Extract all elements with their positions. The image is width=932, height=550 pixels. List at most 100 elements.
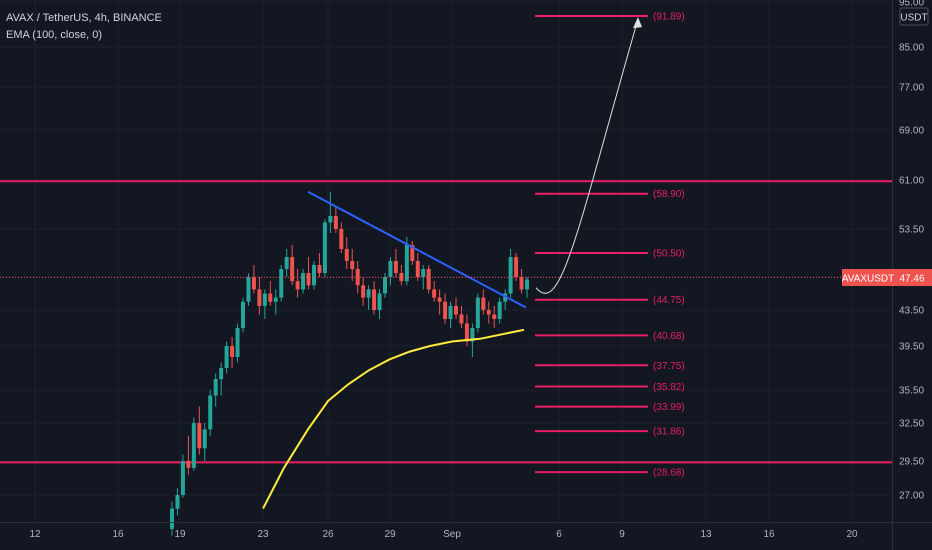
fib-level-label: (91.89) bbox=[653, 11, 685, 22]
price-tick-label: 39.50 bbox=[899, 342, 924, 353]
candle-body bbox=[197, 423, 202, 449]
currency-badge[interactable]: USDT bbox=[899, 7, 929, 26]
candle-body bbox=[328, 215, 333, 223]
price-tick-label: 69.00 bbox=[899, 126, 924, 137]
candle-body bbox=[404, 245, 409, 282]
candles bbox=[170, 191, 529, 536]
fib-level-label: (28.68) bbox=[653, 468, 685, 479]
candle-body bbox=[492, 314, 497, 319]
time-axis[interactable]: 12 16 19 23 26 29 Sep 6 9 13 16 20 bbox=[0, 522, 932, 541]
candle-body bbox=[251, 277, 256, 290]
price-tick-label: 85.00 bbox=[899, 43, 924, 54]
price-tick-label: 77.00 bbox=[899, 83, 924, 94]
candle-body bbox=[175, 495, 180, 509]
time-tick-label: 16 bbox=[112, 529, 124, 540]
candle-body bbox=[246, 277, 251, 302]
candle-body bbox=[273, 297, 278, 302]
candle-body bbox=[290, 257, 295, 282]
indicator-title[interactable]: EMA (100, close, 0) bbox=[6, 29, 102, 41]
fib-level-label: (35.82) bbox=[653, 382, 685, 393]
candle-body bbox=[481, 297, 486, 310]
candle-body bbox=[421, 269, 426, 277]
time-tick-label: 12 bbox=[29, 529, 41, 540]
candle-body bbox=[279, 269, 284, 298]
candle-body bbox=[432, 289, 437, 298]
trendline bbox=[307, 190, 527, 309]
candle-body bbox=[459, 314, 464, 324]
candle-body bbox=[224, 346, 229, 368]
chart-legend: AVAX / TetherUS, 4h, BINANCE EMA (100, c… bbox=[6, 10, 162, 44]
candle-body bbox=[333, 215, 338, 229]
symbol-title[interactable]: AVAX / TetherUS, 4h, BINANCE bbox=[6, 12, 162, 24]
candle-body bbox=[508, 257, 513, 294]
time-tick-label: 20 bbox=[846, 529, 858, 540]
last-price-badge: AVAXUSDT 47.46 bbox=[842, 269, 932, 286]
last-price-symbol: AVAXUSDT bbox=[842, 274, 894, 285]
fib-level-label: (40.68) bbox=[653, 331, 685, 342]
time-tick-label: 29 bbox=[384, 529, 396, 540]
candle-body bbox=[180, 461, 185, 495]
candle-body bbox=[393, 261, 398, 273]
candle-body bbox=[262, 293, 267, 306]
candle-body bbox=[350, 261, 355, 269]
price-tick-label: 27.00 bbox=[899, 491, 924, 502]
fib-level-label: (33.99) bbox=[653, 402, 685, 413]
candle-body bbox=[241, 301, 245, 328]
candle-body bbox=[339, 229, 344, 249]
candle-body bbox=[426, 269, 431, 290]
candle-body bbox=[486, 310, 491, 315]
time-tick-label: 19 bbox=[174, 529, 186, 540]
candle-body bbox=[437, 297, 442, 302]
candle-body bbox=[344, 249, 349, 261]
candle-body bbox=[366, 289, 371, 298]
price-tick-label: 43.50 bbox=[899, 306, 924, 317]
price-tick-label: 29.50 bbox=[899, 457, 924, 468]
projection-arrowhead bbox=[633, 17, 642, 29]
candle-body bbox=[464, 323, 469, 342]
price-tick-label: 95.00 bbox=[899, 0, 924, 9]
candle-body bbox=[415, 261, 420, 277]
candle-body bbox=[219, 368, 224, 379]
candle-body bbox=[503, 293, 508, 302]
time-tick-label: 9 bbox=[619, 529, 625, 540]
ema-line bbox=[262, 328, 525, 510]
candle-body bbox=[257, 289, 262, 306]
candle-body bbox=[410, 245, 415, 261]
candle-body bbox=[322, 222, 327, 273]
projection-arrow bbox=[535, 18, 639, 294]
price-tick-label: 32.50 bbox=[899, 419, 924, 430]
candle-body bbox=[475, 297, 480, 328]
candle-body bbox=[372, 289, 377, 310]
fib-level-label: (44.75) bbox=[653, 295, 685, 306]
candle-body bbox=[213, 379, 218, 396]
candle-body bbox=[312, 265, 316, 286]
currency-label: USDT bbox=[900, 13, 927, 24]
candle-body bbox=[377, 293, 382, 310]
candle-body bbox=[295, 281, 300, 290]
fib-level-label: (31.86) bbox=[653, 427, 685, 438]
candle-body bbox=[284, 257, 289, 269]
price-tick-label: 61.00 bbox=[899, 176, 924, 187]
candle-body bbox=[301, 273, 306, 290]
candle-body bbox=[470, 328, 475, 342]
candle-body bbox=[317, 265, 322, 273]
candle-body bbox=[497, 301, 502, 319]
candle-body bbox=[514, 257, 519, 277]
fib-level-label: (58.90) bbox=[653, 189, 685, 200]
candle-body bbox=[448, 305, 453, 319]
candle-body bbox=[306, 273, 311, 286]
candle-body bbox=[388, 261, 393, 277]
time-tick-label: 6 bbox=[556, 529, 562, 540]
candle-body bbox=[208, 395, 213, 430]
candle-body bbox=[399, 273, 404, 282]
candle-body bbox=[525, 279, 529, 290]
time-tick-label: 13 bbox=[700, 529, 712, 540]
candle-body bbox=[235, 328, 240, 357]
time-tick-label: Sep bbox=[443, 529, 461, 540]
candle-body bbox=[170, 508, 174, 529]
candle-body bbox=[230, 346, 235, 357]
fib-level-label: (50.50) bbox=[653, 249, 685, 260]
fib-level-label: (37.75) bbox=[653, 361, 685, 372]
horizontal-levels bbox=[0, 180, 892, 464]
